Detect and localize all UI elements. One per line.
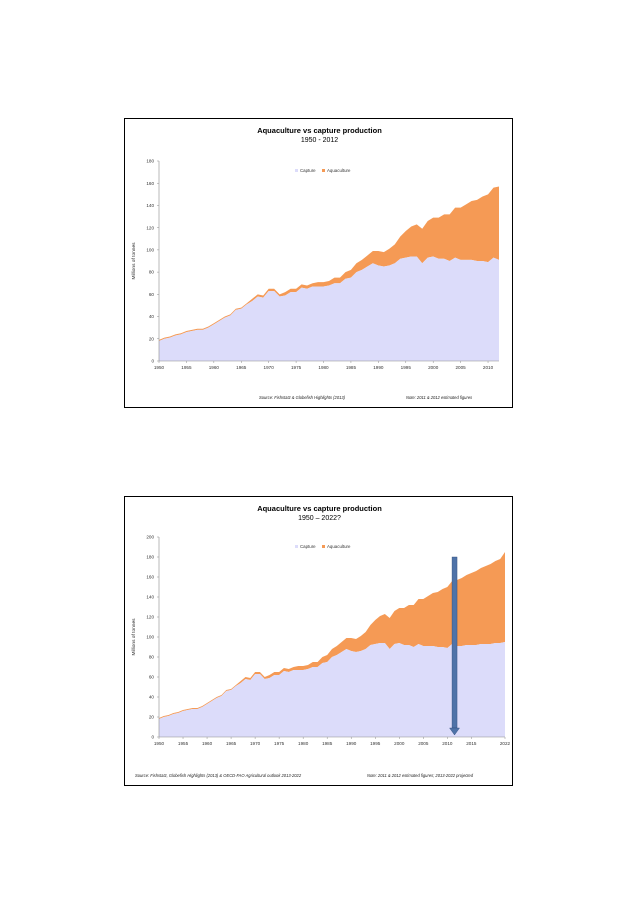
y-tick-label: 80 <box>149 655 155 660</box>
capture-area <box>159 642 505 737</box>
chart-title: Aquaculture vs capture production <box>257 126 382 135</box>
x-tick-label: 1975 <box>291 365 302 370</box>
x-tick-label: 1990 <box>346 741 357 746</box>
x-tick-label: 1970 <box>250 741 261 746</box>
chart-title: Aquaculture vs capture production <box>257 504 382 513</box>
x-tick-label: 1980 <box>298 741 309 746</box>
x-tick-label: 2005 <box>455 365 466 370</box>
y-tick-label: 200 <box>146 535 154 540</box>
legend-swatch-capture <box>295 169 298 172</box>
x-tick-label: 2010 <box>442 741 453 746</box>
legend-swatch-aquaculture <box>322 545 325 548</box>
y-tick-label: 20 <box>149 336 155 341</box>
x-tick-label: 1975 <box>274 741 285 746</box>
y-tick-label: 140 <box>146 595 154 600</box>
y-tick-label: 180 <box>146 159 154 164</box>
x-tick-label: 1955 <box>181 365 192 370</box>
y-tick-label: 160 <box>146 575 154 580</box>
projection-arrow-shaft <box>451 556 458 729</box>
chart-1: Aquaculture vs capture production 1950 - … <box>131 126 499 400</box>
y-tick-label: 20 <box>149 715 155 720</box>
x-tick-label: 1960 <box>202 741 213 746</box>
source-note: Source: Fishstatz, Globefish Highlights … <box>135 773 302 778</box>
x-tick-label: 1970 <box>264 365 275 370</box>
y-tick-label: 160 <box>146 181 154 186</box>
x-tick-label: 2015 <box>466 741 477 746</box>
legend-label-capture: Capture <box>300 544 316 549</box>
source-note: Source: Fishstatz & Globefish Highlights… <box>259 395 346 400</box>
y-tick-label: 0 <box>151 735 154 740</box>
slide-2: Aquaculture vs capture production 1950 – … <box>124 496 513 786</box>
y-tick-label: 80 <box>149 270 155 275</box>
chart-subtitle: 1950 - 2012 <box>301 137 338 144</box>
aquaculture-area <box>159 552 505 719</box>
y-tick-label: 40 <box>149 314 155 319</box>
capture-area <box>159 256 499 361</box>
x-tick-label: 1950 <box>154 741 165 746</box>
x-tick-label: 1980 <box>318 365 329 370</box>
estimate-note: Note: 2011 & 2012 estimated figures <box>406 395 472 400</box>
y-axis-title: Millions of tonnes <box>131 618 137 656</box>
x-tick-label: 1965 <box>236 365 247 370</box>
legend-label-aquaculture: Aquaculture <box>327 544 351 549</box>
y-tick-label: 100 <box>146 247 154 252</box>
y-tick-label: 0 <box>151 359 154 364</box>
y-tick-label: 140 <box>146 203 154 208</box>
legend-label-aquaculture: Aquaculture <box>327 168 351 173</box>
x-tick-label: 1985 <box>346 365 357 370</box>
y-tick-label: 120 <box>146 615 154 620</box>
y-tick-label: 60 <box>149 292 155 297</box>
x-tick-label: 2005 <box>418 741 429 746</box>
x-tick-label: 2000 <box>394 741 405 746</box>
x-tick-label: 1965 <box>226 741 237 746</box>
chart-subtitle: 1950 – 2022? <box>298 515 341 522</box>
y-tick-label: 60 <box>149 675 155 680</box>
x-tick-label: 1960 <box>209 365 220 370</box>
x-tick-label: 1995 <box>401 365 412 370</box>
projection-arrow-head <box>449 727 460 736</box>
y-tick-label: 120 <box>146 225 154 230</box>
estimate-note: Note: 2011 & 2012 estimated figures; 201… <box>367 773 474 778</box>
x-tick-label: 1995 <box>370 741 381 746</box>
legend-label-capture: Capture <box>300 168 316 173</box>
x-tick-label: 1990 <box>373 365 384 370</box>
chart-2: Aquaculture vs capture production 1950 – … <box>131 504 511 778</box>
x-tick-label: 2010 <box>483 365 494 370</box>
x-tick-label: 1955 <box>178 741 189 746</box>
slide-1: Aquaculture vs capture production 1950 - … <box>124 118 513 408</box>
y-tick-label: 180 <box>146 555 154 560</box>
x-tick-label: 2022 <box>500 741 511 746</box>
x-tick-label: 1985 <box>322 741 333 746</box>
legend-swatch-capture <box>295 545 298 548</box>
y-tick-label: 40 <box>149 695 155 700</box>
legend-swatch-aquaculture <box>322 169 325 172</box>
y-tick-label: 100 <box>146 635 154 640</box>
y-axis-title: Millions of tonnes <box>131 242 137 280</box>
x-tick-label: 2000 <box>428 365 439 370</box>
x-tick-label: 1950 <box>154 365 165 370</box>
